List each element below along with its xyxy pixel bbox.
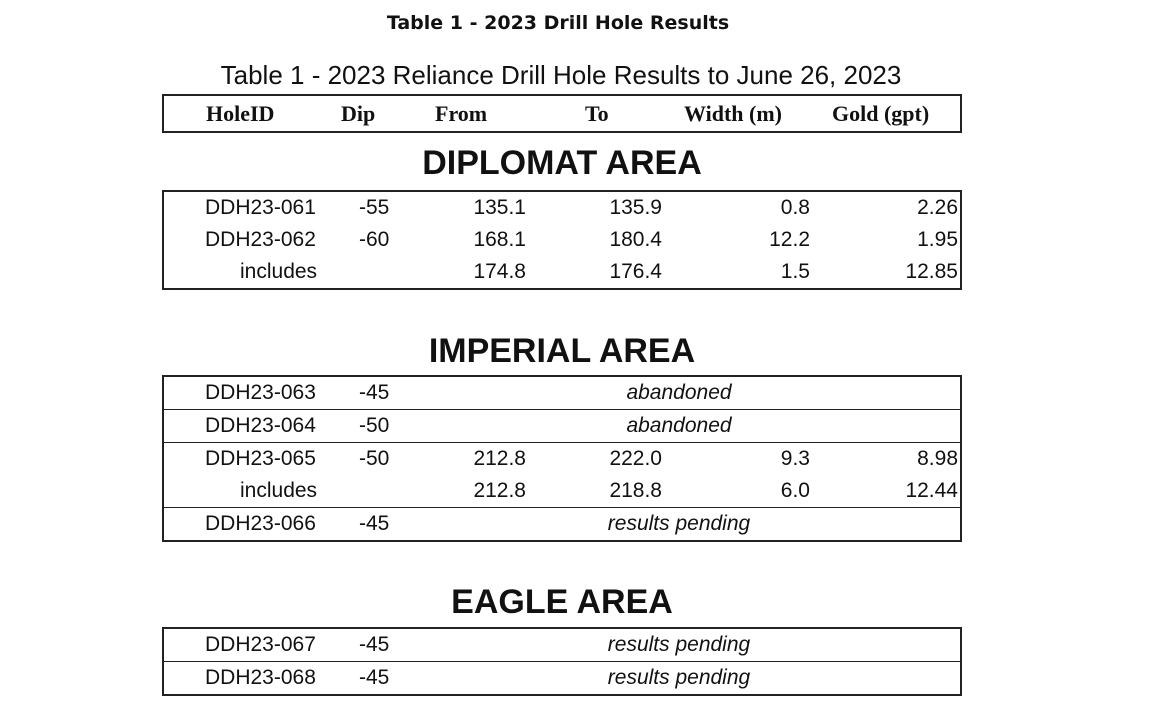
cell-holeid: DDH23-061	[205, 196, 316, 219]
cell-holeid: DDH23-066	[205, 512, 316, 535]
cell-gold: 8.98	[917, 447, 958, 470]
table-row: DDH23-067 -45 results pending	[164, 629, 960, 662]
cell-status-note: abandoned	[626, 414, 732, 437]
cell-gold: 1.95	[917, 228, 958, 251]
cell-width: 6.0	[780, 479, 810, 502]
cell-status-note: results pending	[607, 633, 751, 656]
cell-dip: -60	[359, 228, 390, 251]
cell-includes: includes	[240, 479, 318, 502]
page-heading: Table 1 - 2023 Drill Hole Results	[386, 12, 730, 34]
header-gold: Gold (gpt)	[832, 101, 930, 126]
cell-dip: -50	[359, 447, 390, 470]
section-title-imperial: IMPERIAL AREA	[428, 332, 696, 370]
cell-width: 12.2	[769, 228, 810, 251]
cell-holeid: DDH23-067	[205, 633, 316, 656]
cell-dip: -45	[359, 666, 390, 689]
cell-status-note: results pending	[607, 512, 751, 535]
cell-from: 135.1	[473, 196, 526, 219]
header-width: Width (m)	[684, 101, 782, 126]
cell-dip: -50	[359, 414, 390, 437]
section-table-diplomat: DDH23-061 -55 135.1 135.9 0.8 2.26 DDH23…	[162, 190, 962, 290]
cell-width: 0.8	[780, 196, 810, 219]
cell-to: 222.0	[609, 447, 662, 470]
cell-gold: 12.85	[905, 260, 958, 283]
section-title-diplomat: DIPLOMAT AREA	[422, 144, 702, 182]
cell-status-note: results pending	[607, 666, 751, 689]
cell-holeid: DDH23-064	[205, 414, 316, 437]
cell-to: 176.4	[609, 260, 662, 283]
table-row: DDH23-061 -55 135.1 135.9 0.8 2.26	[164, 192, 960, 224]
cell-dip: -45	[359, 381, 390, 404]
table-row: includes 174.8 176.4 1.5 12.85	[164, 256, 960, 288]
cell-width: 9.3	[780, 447, 810, 470]
cell-dip: -55	[359, 196, 390, 219]
table-row: DDH23-064 -50 abandoned	[164, 410, 960, 443]
table-row: includes 212.8 218.8 6.0 12.44	[164, 475, 960, 508]
section-table-imperial: DDH23-063 -45 abandoned DDH23-064 -50 ab…	[162, 375, 962, 542]
cell-to: 218.8	[609, 479, 662, 502]
table-row: DDH23-068 -45 results pending	[164, 662, 960, 694]
cell-width: 1.5	[780, 260, 810, 283]
header-holeid: HoleID	[206, 101, 275, 126]
table-row: DDH23-062 -60 168.1 180.4 12.2 1.95	[164, 224, 960, 256]
cell-to: 180.4	[609, 228, 662, 251]
table-row: DDH23-066 -45 results pending	[164, 508, 960, 540]
header-dip: Dip	[341, 101, 376, 126]
cell-from: 168.1	[473, 228, 526, 251]
cell-gold: 2.26	[917, 196, 958, 219]
cell-status-note: abandoned	[626, 381, 732, 404]
section-title-eagle: EAGLE AREA	[451, 583, 673, 621]
table-row: DDH23-063 -45 abandoned	[164, 377, 960, 410]
cell-from: 212.8	[473, 447, 526, 470]
table-title: Table 1 - 2023 Reliance Drill Hole Resul…	[220, 60, 902, 90]
cell-holeid: DDH23-065	[205, 447, 316, 470]
cell-holeid: DDH23-062	[205, 228, 316, 251]
cell-from: 212.8	[473, 479, 526, 502]
column-header-row: HoleID Dip From To Width (m) Gold (gpt)	[162, 94, 962, 133]
cell-dip: -45	[359, 633, 390, 656]
section-table-eagle: DDH23-067 -45 results pending DDH23-068 …	[162, 627, 962, 696]
cell-holeid: DDH23-063	[205, 381, 316, 404]
table-row: DDH23-065 -50 212.8 222.0 9.3 8.98	[164, 443, 960, 475]
cell-holeid: DDH23-068	[205, 666, 316, 689]
header-from: From	[435, 101, 488, 126]
cell-gold: 12.44	[905, 479, 958, 502]
cell-includes: includes	[240, 260, 318, 283]
cell-to: 135.9	[609, 196, 662, 219]
cell-from: 174.8	[473, 260, 526, 283]
header-to: To	[585, 101, 609, 126]
cell-dip: -45	[359, 512, 390, 535]
